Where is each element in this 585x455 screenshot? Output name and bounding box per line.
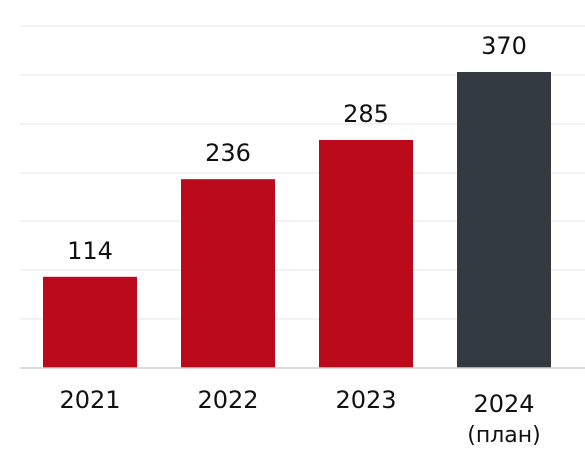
data-label-2021: 114 [67, 237, 113, 265]
bar-2023 [319, 140, 413, 368]
bar-2024 [457, 72, 551, 368]
x-tick-2024: 2024 [473, 390, 534, 418]
x-tick-2022: 2022 [197, 386, 258, 414]
bar-2021 [43, 276, 137, 368]
data-labels: 114 236 285 370 [67, 32, 527, 265]
bars [43, 72, 551, 368]
x-tick-labels: 2021 2022 2023 2024 (план) [59, 386, 540, 448]
data-label-2023: 285 [343, 100, 389, 128]
x-tick-2021: 2021 [59, 386, 120, 414]
data-label-2024: 370 [481, 32, 527, 60]
x-tick-note-2024: (план) [467, 423, 540, 448]
x-tick-2023: 2023 [335, 386, 396, 414]
data-label-2022: 236 [205, 139, 251, 167]
bar-2022 [181, 179, 275, 368]
